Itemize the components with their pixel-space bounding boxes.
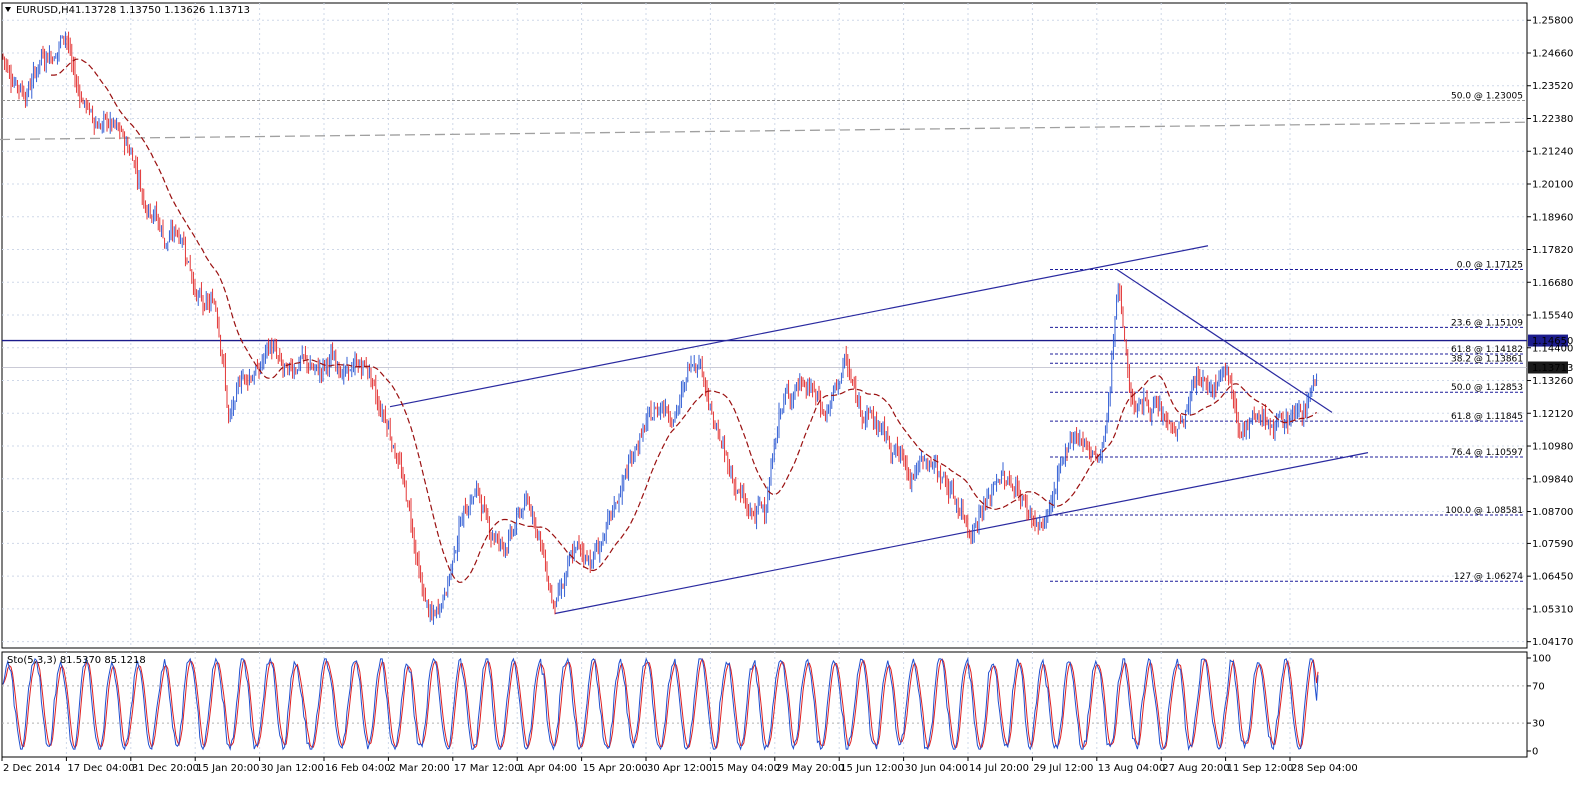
y-tick-label: 1.04170 [1532,637,1573,648]
fib-label: 38.2 @ 1.13861 [1451,354,1523,364]
y-tick-label: 1.08700 [1532,507,1573,518]
stochastic-label: Sto(5,3,3) 81.5370 85.1218 [7,655,146,666]
ohlc-readout: 1.13728 1.13750 1.13626 1.13713 [75,5,250,16]
x-tick-label: 17 Dec 04:00 [67,763,134,774]
x-tick-label: 11 Sep 12:00 [1227,763,1294,774]
resistance-price-box [1528,334,1568,347]
fib-label: 76.4 @ 1.10597 [1451,448,1523,458]
stochastic-k-line [2,656,1319,752]
fib-label: 61.8 @ 1.11845 [1451,412,1523,422]
y-tick-label: 1.09840 [1532,474,1573,485]
x-tick-label: 15 Jan 20:00 [196,763,259,774]
stoch-tick-label: 30 [1532,719,1545,730]
y-tick-label: 1.10980 [1532,442,1573,453]
x-tick-label: 31 Dec 20:00 [132,763,199,774]
y-tick-label: 1.05310 [1532,604,1573,615]
x-tick-label: 29 May 20:00 [776,763,845,774]
triangle-down-icon[interactable] [5,7,11,12]
x-tick-label: 17 Mar 12:00 [454,763,521,774]
stoch-tick-label: 70 [1532,681,1545,692]
x-tick-label: 14 Jul 20:00 [969,763,1029,774]
x-tick-label: 28 Sep 04:00 [1291,763,1358,774]
y-tick-label: 1.06450 [1532,572,1573,583]
fib-label: 100.0 @ 1.08581 [1445,506,1523,516]
price-candles [2,31,1318,625]
stochastic-lines [2,656,1319,752]
y-tick-label: 1.17820 [1532,245,1573,256]
x-tick-label: 29 Jul 12:00 [1033,763,1093,774]
x-tick-label: 15 Jun 12:00 [840,763,904,774]
stochastic-d-line [2,658,1319,750]
current-price-box [1528,361,1568,374]
stoch-tick-label: 0 [1532,747,1538,758]
y-tick-label: 1.14400 [1532,343,1573,354]
x-tick-label: 30 Apr 12:00 [647,763,712,774]
stoch-tick-label: 100 [1532,654,1551,665]
main-plot-frame [1,2,1528,649]
y-tick-label: 1.13260 [1532,376,1573,387]
fib-label: 50.0 @ 1.12853 [1451,383,1523,393]
x-tick-label: 27 Aug 20:00 [1162,763,1229,774]
resistance-price-label: 1.14650 [1532,336,1573,347]
x-tick-label: 2 Mar 20:00 [389,763,449,774]
y-tick-label: 1.16680 [1532,278,1573,289]
fibonacci-levels: 0.0 @ 1.17125 23.6 @ 1.15109 61.8 @ 1.1418… [2,92,1527,582]
x-tick-label: 30 Jun 04:00 [905,763,969,774]
channel-lower-line [554,452,1369,615]
x-tick-label: 16 Feb 04:00 [325,763,391,774]
y-tick-label: 1.15540 [1532,311,1573,322]
trend-lines [0,121,1526,615]
stochastic-grid [2,652,1527,757]
fib-label-top: 50.0 @ 1.23005 [1451,92,1523,102]
current-price-label: 1.13713 [1532,363,1573,374]
y-tick-label: 1.24660 [1532,48,1573,59]
x-tick-label: 15 Apr 20:00 [583,763,648,774]
y-tick-label: 1.21240 [1532,147,1573,158]
x-tick-label: 15 May 04:00 [711,763,780,774]
y-tick-label: 1.25800 [1532,16,1573,27]
y-tick-label: 1.12120 [1532,409,1573,420]
channel-upper-line [389,245,1209,408]
downtrend-line [1116,269,1333,413]
y-tick-label: 1.07590 [1532,539,1573,550]
price-axis: 1.25800 1.24660 1.23520 1.22380 1.21240 1.201… [1527,16,1573,648]
y-tick-label: 1.20100 [1532,180,1573,191]
fib-label: 23.6 @ 1.15109 [1451,318,1523,328]
y-tick-label: 1.23520 [1532,81,1573,92]
x-tick-label: 1 Apr 04:00 [518,763,577,774]
x-tick-label: 13 Aug 04:00 [1098,763,1165,774]
x-tick-label: 30 Jan 12:00 [261,763,324,774]
y-tick-label: 1.22380 [1532,114,1573,125]
moving-average-line [51,58,1317,583]
fib-label: 0.0 @ 1.17125 [1457,260,1523,270]
stochastic-axis: 100 70 30 0 [1527,654,1551,758]
main-grid [2,3,1527,648]
x-tick-label: 2 Dec 2014 [3,763,61,774]
fib-label: 61.8 @ 1.14182 [1451,345,1523,355]
symbol-label: EURUSD,H4 [16,5,75,16]
y-tick-label: 1.18960 [1532,212,1573,223]
fib-label: 127 @ 1.06274 [1454,572,1523,582]
